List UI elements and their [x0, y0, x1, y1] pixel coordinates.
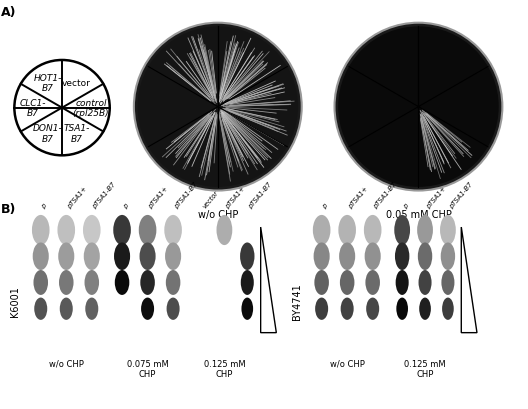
- Text: 0.125 mM
CHP: 0.125 mM CHP: [204, 359, 245, 378]
- Circle shape: [419, 270, 431, 295]
- Circle shape: [115, 270, 129, 295]
- Circle shape: [241, 298, 253, 320]
- Circle shape: [83, 216, 101, 245]
- Circle shape: [84, 243, 100, 270]
- Circle shape: [241, 270, 254, 295]
- Circle shape: [59, 270, 73, 295]
- Text: BY4741: BY4741: [293, 282, 302, 319]
- Circle shape: [34, 298, 47, 320]
- Circle shape: [141, 298, 154, 320]
- Circle shape: [440, 216, 456, 245]
- Text: w/o CHP: w/o CHP: [329, 359, 365, 368]
- Circle shape: [340, 270, 354, 295]
- Circle shape: [314, 243, 329, 270]
- Circle shape: [441, 270, 455, 295]
- Text: p: p: [41, 202, 48, 209]
- Circle shape: [165, 243, 181, 270]
- Circle shape: [240, 243, 254, 270]
- Circle shape: [339, 243, 355, 270]
- Text: w/o CHP: w/o CHP: [49, 359, 84, 368]
- Circle shape: [441, 243, 455, 270]
- Circle shape: [313, 216, 331, 245]
- Circle shape: [58, 216, 75, 245]
- Circle shape: [417, 216, 433, 245]
- Circle shape: [315, 298, 328, 320]
- Circle shape: [442, 298, 454, 320]
- Circle shape: [33, 270, 48, 295]
- Circle shape: [365, 243, 381, 270]
- Circle shape: [33, 243, 49, 270]
- Circle shape: [365, 270, 380, 295]
- Circle shape: [166, 270, 181, 295]
- Circle shape: [114, 243, 130, 270]
- Circle shape: [216, 216, 232, 245]
- Text: pTSA1-B7: pTSA1-B7: [173, 181, 199, 209]
- Circle shape: [137, 27, 298, 187]
- Text: K6001: K6001: [10, 285, 20, 316]
- Circle shape: [314, 270, 329, 295]
- Text: pTSA1-B7: pTSA1-B7: [448, 181, 473, 209]
- Circle shape: [338, 27, 499, 187]
- Circle shape: [418, 243, 432, 270]
- Text: p: p: [402, 202, 410, 209]
- Text: w/o CHP: w/o CHP: [197, 209, 238, 219]
- Text: pTSA1+: pTSA1+: [425, 185, 447, 209]
- Circle shape: [341, 298, 354, 320]
- Circle shape: [139, 216, 156, 245]
- Text: pTSA1-B7: pTSA1-B7: [373, 181, 398, 209]
- Circle shape: [366, 298, 379, 320]
- Text: 0.05 mM CHP: 0.05 mM CHP: [385, 209, 451, 219]
- Circle shape: [364, 216, 382, 245]
- Circle shape: [139, 243, 156, 270]
- Circle shape: [14, 61, 110, 156]
- Text: vector: vector: [62, 79, 91, 88]
- Text: A): A): [2, 7, 17, 19]
- Text: pTSA1-B7: pTSA1-B7: [247, 181, 272, 209]
- Circle shape: [394, 216, 410, 245]
- Text: 0.125 mM
CHP: 0.125 mM CHP: [404, 359, 446, 378]
- Circle shape: [395, 270, 409, 295]
- Circle shape: [60, 298, 73, 320]
- Circle shape: [164, 216, 182, 245]
- Circle shape: [338, 216, 356, 245]
- Text: DON1-
B7: DON1- B7: [33, 124, 62, 143]
- Text: pTSA1+: pTSA1+: [147, 185, 169, 209]
- Circle shape: [84, 270, 99, 295]
- Text: B): B): [2, 203, 17, 216]
- Circle shape: [397, 298, 408, 320]
- Circle shape: [419, 298, 431, 320]
- Circle shape: [86, 298, 98, 320]
- Text: pTSA1+: pTSA1+: [224, 185, 246, 209]
- Text: TSA1-
B7: TSA1- B7: [63, 124, 90, 143]
- Text: vector: vector: [202, 190, 220, 209]
- Circle shape: [113, 216, 131, 245]
- Circle shape: [335, 24, 502, 191]
- Text: 0.075 mM
CHP: 0.075 mM CHP: [127, 359, 168, 378]
- Circle shape: [167, 298, 180, 320]
- Circle shape: [58, 243, 74, 270]
- Text: control
(rpl25B): control (rpl25B): [73, 99, 109, 118]
- Text: pTSA1+: pTSA1+: [347, 185, 369, 209]
- Circle shape: [395, 243, 409, 270]
- Text: pTSA1-B7: pTSA1-B7: [92, 181, 117, 209]
- Circle shape: [32, 216, 50, 245]
- Circle shape: [134, 24, 301, 191]
- Text: p: p: [322, 202, 329, 209]
- Text: CLC1-
B7: CLC1- B7: [20, 99, 46, 118]
- Text: p: p: [122, 202, 129, 209]
- Circle shape: [140, 270, 155, 295]
- Text: HOT1-
B7: HOT1- B7: [33, 74, 62, 93]
- Text: pTSA1+: pTSA1+: [67, 185, 88, 209]
